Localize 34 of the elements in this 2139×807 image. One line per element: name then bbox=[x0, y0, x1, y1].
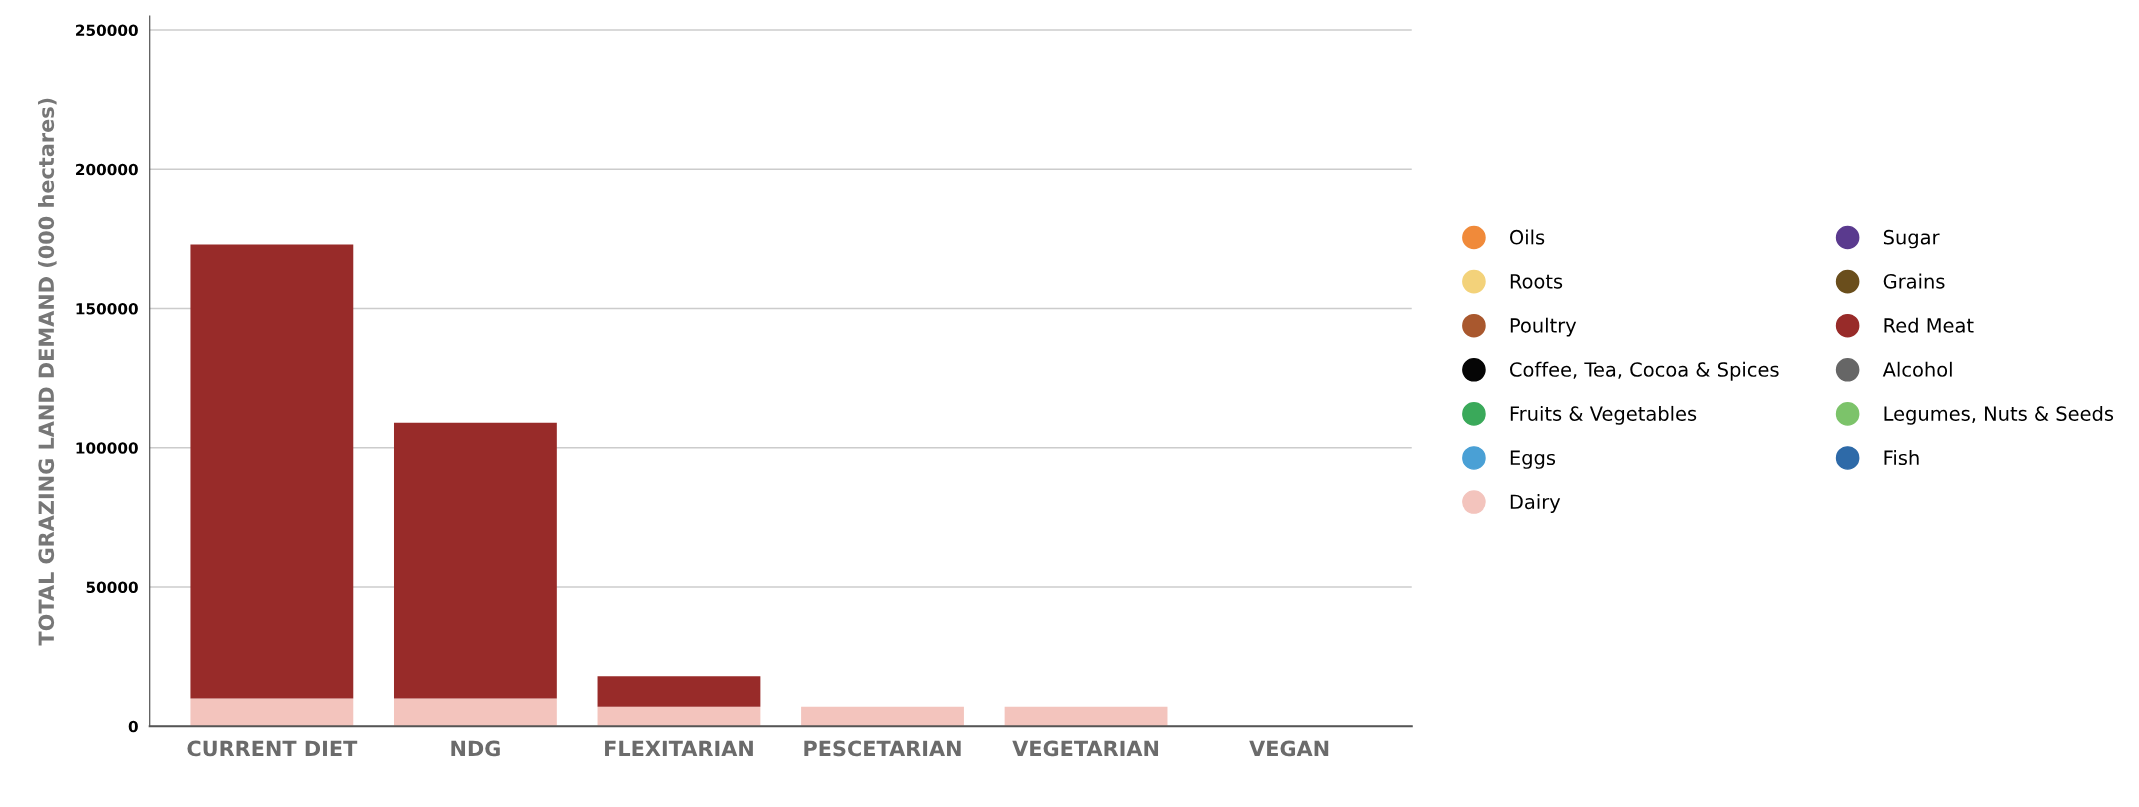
x-tick-label: CURRENT DIET bbox=[187, 740, 358, 757]
x-tick-label: VEGETARIAN bbox=[1012, 740, 1159, 757]
legend-label: Fish bbox=[1884, 450, 1919, 466]
x-tick-label: NDG bbox=[451, 740, 500, 757]
bar bbox=[190, 244, 354, 699]
legend-label: Alcohol bbox=[1882, 361, 1952, 377]
legend-label: Roots bbox=[1510, 274, 1563, 289]
legend-label: Grains bbox=[1883, 273, 1945, 289]
legend-label: Fruits & Vegetables bbox=[1510, 405, 1697, 425]
legend-label: Poultry bbox=[1510, 317, 1577, 337]
bar bbox=[190, 698, 354, 727]
bar bbox=[393, 698, 557, 727]
bar bbox=[597, 706, 761, 727]
bar bbox=[393, 422, 557, 699]
legend-label: Coffee, Tea, Cocoa & Spices bbox=[1510, 361, 1779, 381]
bar bbox=[597, 676, 761, 707]
legend-label: Oils bbox=[1510, 229, 1545, 245]
legend-label: Eggs bbox=[1510, 450, 1556, 469]
legend-label: Legumes, Nuts & Seeds bbox=[1884, 405, 2114, 425]
legend-label: Sugar bbox=[1883, 229, 1940, 249]
x-tick-label: FLEXITARIAN bbox=[605, 740, 753, 757]
bar bbox=[1004, 706, 1168, 727]
x-tick-label: PESCETARIAN bbox=[804, 740, 961, 757]
bar bbox=[801, 706, 964, 727]
y-tick-label: 250000 bbox=[76, 24, 138, 37]
legend-label: Red Meat bbox=[1884, 317, 1974, 333]
x-tick-label: VEGAN bbox=[1249, 740, 1329, 757]
y-tick-label: 150000 bbox=[76, 303, 138, 315]
y-tick-label: 50000 bbox=[86, 581, 138, 594]
y-tick-label: 100000 bbox=[76, 442, 138, 454]
y-tick-label: 200000 bbox=[76, 163, 138, 176]
y-axis-title: TOTAL GRAZING LAND DEMAND (000 hectares) bbox=[38, 98, 57, 646]
y-tick-label: 0 bbox=[128, 720, 138, 733]
legend-label: Dairy bbox=[1510, 494, 1561, 513]
